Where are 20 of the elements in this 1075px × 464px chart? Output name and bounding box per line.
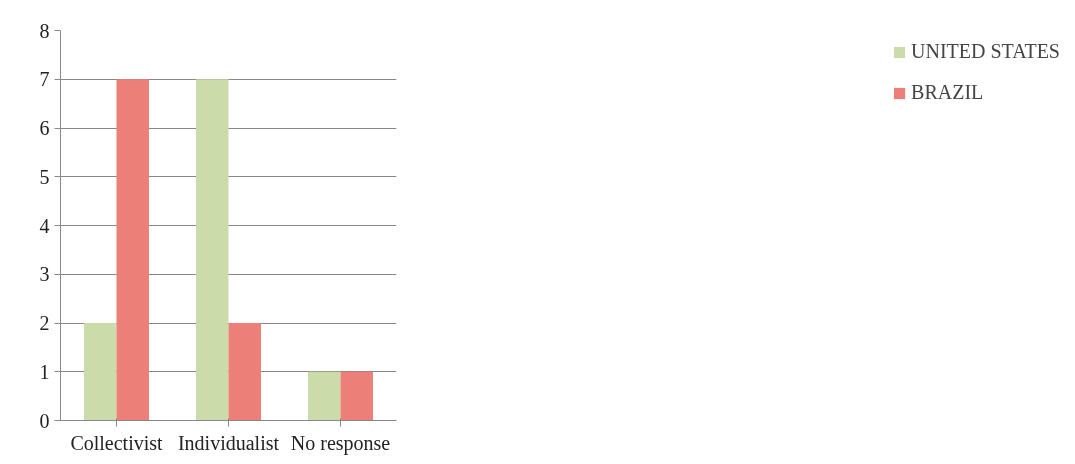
bar	[228, 323, 261, 421]
y-tick-label: 2	[39, 312, 50, 334]
bar	[340, 371, 373, 421]
legend-label: UNITED STATES	[911, 40, 1060, 63]
y-tick-label: 6	[39, 117, 50, 139]
y-tick-label: 4	[39, 214, 50, 237]
legend-label: BRAZIL	[911, 81, 984, 104]
bar	[116, 79, 149, 421]
y-tick-label: 0	[39, 409, 50, 432]
y-tick-label: 8	[39, 19, 50, 42]
x-tick-label: No response	[290, 431, 391, 455]
y-tick-label: 1	[39, 360, 50, 383]
y-tick-label: 5	[39, 165, 50, 188]
bar	[308, 371, 341, 421]
x-tick-label: Individualist	[177, 431, 280, 454]
bar	[196, 79, 229, 421]
bar	[84, 323, 117, 421]
y-tick-label: 3	[39, 263, 50, 286]
x-tick-label: Collectivist	[70, 431, 164, 454]
y-tick-label: 7	[39, 68, 50, 91]
